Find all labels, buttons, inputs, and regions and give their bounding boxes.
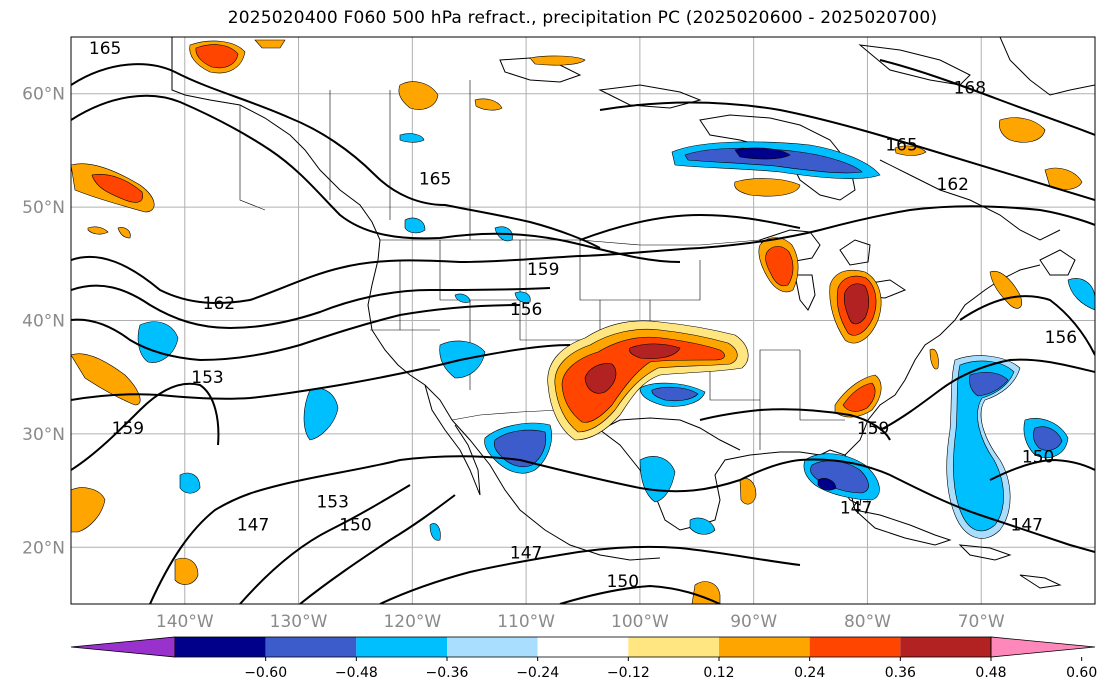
contour-label: 165 [419, 169, 451, 189]
colorbar-segment [719, 637, 810, 657]
contour-label: 159 [857, 419, 889, 439]
contour-label: 165 [89, 39, 121, 59]
colorbar-label: −0.60 [244, 665, 287, 681]
contour-lines [71, 59, 1095, 604]
colorbar-segment [900, 637, 991, 657]
longitude-label: 70°W [958, 612, 1005, 632]
contour-label: 153 [191, 368, 223, 388]
longitude-label: 110°W [497, 612, 555, 632]
contour-label: 147 [1011, 515, 1043, 535]
longitude-label: 80°W [844, 612, 891, 632]
colorbar-segment [628, 637, 719, 657]
latitude-label: 30°N [22, 425, 65, 445]
shaded-field [71, 39, 1095, 604]
contour-label: 168 [954, 79, 986, 99]
colorbar-segment [447, 637, 538, 657]
colorbar-label: −0.36 [426, 665, 469, 681]
colorbar: −0.60 −0.48 −0.36 −0.24 −0.12 0.12 0.24 0.36 0.4… [70, 636, 1097, 681]
colorbar-label: 0.24 [794, 665, 825, 681]
longitude-labels: 140°W 130°W 120°W 110°W 100°W 90°W 80°W 70°W [156, 612, 1005, 632]
colorbar-min-extend [70, 636, 176, 658]
longitude-label: 140°W [156, 612, 214, 632]
colorbar-border [174, 636, 992, 658]
contour-label: 159 [112, 419, 144, 439]
contour-label: 147 [237, 515, 269, 535]
longitude-label: 100°W [611, 612, 669, 632]
contour-label: 162 [937, 175, 969, 195]
contour-label: 150 [607, 572, 639, 592]
contour-label: 150 [1022, 447, 1054, 467]
latitude-labels: 60°N 50°N 40°N 30°N 20°N [22, 85, 65, 559]
contour-label: 153 [316, 493, 348, 513]
colorbar-label: −0.48 [335, 665, 378, 681]
latitude-label: 50°N [22, 198, 65, 218]
colorbar-segment [265, 637, 357, 657]
longitude-label: 120°W [383, 612, 441, 632]
colorbar-label: 0.12 [703, 665, 734, 681]
chart-title: 2025020400 F060 500 hPa refract., precip… [227, 8, 938, 28]
colorbar-segment [175, 637, 266, 657]
contour-label: 147 [840, 498, 872, 518]
longitude-label: 90°W [730, 612, 777, 632]
contour-label: 165 [885, 135, 917, 155]
latitude-label: 40°N [22, 312, 65, 332]
latitude-label: 20°N [22, 538, 65, 558]
colorbar-label: −0.24 [516, 665, 559, 681]
contour-label: 150 [339, 515, 371, 535]
colorbar-label: 0.60 [1066, 665, 1097, 681]
colorbar-label: 0.36 [885, 665, 916, 681]
colorbar-max-extend [990, 636, 1096, 658]
contour-label: 159 [527, 260, 559, 280]
colorbar-segment [537, 637, 629, 657]
contour-label: 162 [203, 294, 235, 314]
colorbar-segment [356, 637, 447, 657]
colorbar-segment [809, 637, 901, 657]
longitude-label: 130°W [270, 612, 328, 632]
colorbar-label: −0.12 [607, 665, 650, 681]
contour-label: 147 [510, 544, 542, 564]
latitude-label: 60°N [22, 85, 65, 105]
contour-label: 156 [1045, 328, 1077, 348]
contour-label: 156 [510, 300, 542, 320]
colorbar-label: 0.48 [975, 665, 1006, 681]
